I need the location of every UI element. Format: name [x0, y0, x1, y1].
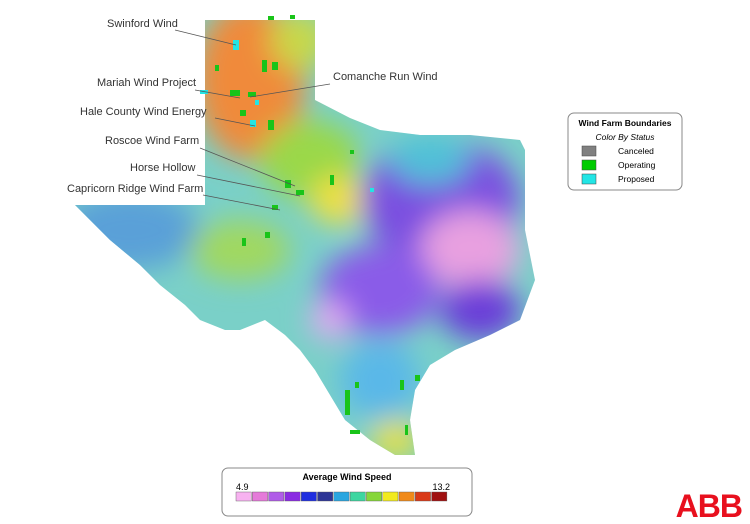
colorbar-max: 13.2: [432, 482, 450, 492]
legend-label: Proposed: [618, 174, 655, 184]
legend-label: Canceled: [618, 146, 654, 156]
farm-label: Comanche Run Wind: [333, 71, 438, 83]
colorbar-swatch: [235, 491, 252, 502]
legend-swatch: [581, 159, 597, 171]
legend-label: Operating: [618, 160, 656, 170]
legend-title: Wind Farm Boundaries: [579, 118, 672, 128]
colorbar-swatch: [333, 491, 350, 502]
colorbar-swatch: [252, 491, 268, 502]
wind-speed-surface: [75, 20, 535, 455]
colorbar-swatch: [431, 491, 448, 502]
legend-subtitle: Color By Status: [595, 132, 655, 142]
farm-label: Horse Hollow: [130, 162, 195, 174]
legend-swatch: [581, 173, 597, 185]
colorbar-swatch: [301, 491, 317, 502]
abb-logo: ABB: [676, 488, 742, 524]
leader-line: [249, 83, 331, 98]
farm-label: Swinford Wind: [107, 18, 178, 30]
colorbar-swatch: [284, 491, 301, 502]
colorbar-swatch: [317, 491, 334, 502]
leader-line: [194, 89, 241, 99]
farm-label: Hale County Wind Energy: [80, 106, 207, 118]
farm-label: Mariah Wind Project: [97, 77, 196, 89]
colorbar-swatch: [366, 491, 382, 502]
colorbar-swatch: [268, 491, 285, 502]
leader-line: [202, 194, 281, 211]
leader-line: [196, 174, 301, 197]
colorbar-title: Average Wind Speed: [302, 472, 391, 482]
wind-farms: [215, 15, 420, 435]
farm-label: Capricorn Ridge Wind Farm: [67, 183, 203, 195]
colorbar-swatch: [349, 491, 366, 502]
colorbar-swatch: [398, 491, 415, 502]
leader-line: [174, 29, 237, 46]
legend-swatch: [581, 145, 597, 157]
colorbar-swatch: [382, 491, 399, 502]
legend-box: [567, 112, 683, 191]
colorbar-min: 4.9: [236, 482, 249, 492]
colorbar-swatch: [415, 491, 431, 502]
leader-line: [199, 147, 296, 187]
farm-label: Roscoe Wind Farm: [105, 135, 199, 147]
leader-line: [214, 117, 256, 127]
